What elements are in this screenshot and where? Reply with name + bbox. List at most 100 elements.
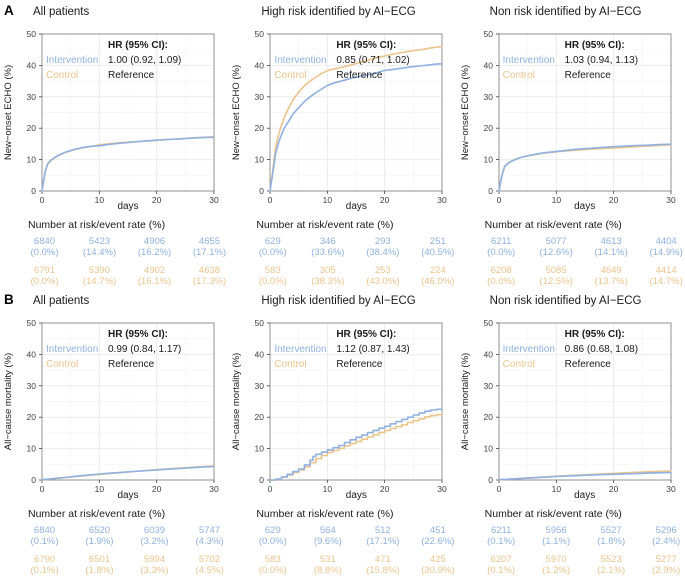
risk-cell-intervention: 451 (22.6%) [410,525,465,547]
y-tick-label: 20 [27,412,37,422]
x-tick-label: 0 [496,195,501,204]
chart-area: 0 10 20 30 40 50 0 10 20 30 All−cause mortality (%… [457,315,685,506]
risk-event-rate: (15.8%) [366,565,400,576]
risk-cell-control: 6790 (0.1%) [17,554,72,576]
hr-title: HR (95% CI): [336,40,397,51]
risk-cell-intervention: 5423 (14.4%) [72,236,127,258]
risk-event-rate: (14.7%) [649,276,683,287]
risk-event-rate: (1.9%) [85,536,114,547]
risk-event-rate: (1.8%) [597,536,626,547]
y-tick-label: 30 [255,381,265,391]
risk-cell-control: 583 (0.0%) [245,265,300,287]
risk-count: 5527 [600,525,622,536]
risk-cell-intervention: 6520 (1.9%) [72,525,127,547]
x-tick-label: 0 [496,484,501,493]
plot-border [41,322,215,481]
panel-title: High risk identified by AI−ECG [261,6,416,18]
risk-count: 5085 [545,265,567,276]
risk-event-rate: (9.6%) [313,536,342,547]
risk-cell-intervention: 4613 (14.1%) [584,236,639,258]
risk-section: Number at risk/event rate (%) 629 (0.0%) 5… [228,508,456,576]
risk-table: 629 (0.0%) 564 (9.6%) 512 (17.1%) 451 (22.6%) 58… [245,525,456,576]
risk-count: 305 [319,265,336,276]
risk-table: 6211 (0.1%) 5956 (1.1%) 5527 (1.8%) 5296 (2.4%)… [474,525,685,576]
x-tick-label: 10 [95,484,105,493]
hr-reference: Reference [336,359,383,370]
series-line-intervention [41,136,215,192]
hr-title: HR (95% CI): [108,40,169,51]
panel-b-non-risk: Non risk identified by AI−ECG 0 10 20 30 40 5… [457,289,685,578]
x-tick-label: 0 [268,484,273,493]
risk-cell-control: 5970 (1.2%) [529,554,584,576]
risk-cell-intervention: 6039 (3.2%) [127,525,182,547]
x-tick-label: 20 [609,484,619,493]
y-tick-label: 10 [27,155,37,165]
legend-control-label: Control [274,70,307,81]
x-axis-label: days [574,490,596,501]
y-tick-label: 50 [255,318,265,328]
risk-count: 5747 [198,525,221,536]
risk-count: 5390 [88,265,111,276]
y-tick-label: 50 [483,318,493,328]
plot-border [498,33,672,192]
risk-table-header: Number at risk/event rate (%) [256,219,394,231]
hr-title: HR (95% CI): [564,329,625,340]
risk-cell-control: 5994 (3.3%) [127,554,182,576]
risk-event-rate: (0.0%) [487,247,516,258]
risk-count: 6840 [33,525,56,536]
hr-value: 0.99 (0.84, 1.17) [108,344,182,355]
risk-event-rate: (17.1%) [192,247,227,258]
risk-event-rate: (12.6%) [539,247,573,258]
y-tick-label: 10 [27,444,37,454]
survival-chart: 0 10 20 30 40 50 0 10 20 30 New−onset ECHO (%) [3,29,219,204]
risk-cell-intervention: 629 (0.0%) [245,236,300,258]
y-axis-label: All−cause mortality (%) [231,353,242,450]
risk-event-rate: (38.4%) [366,247,400,258]
risk-cell-control: 531 (8.8%) [300,554,355,576]
risk-event-rate: (17.3%) [192,276,227,287]
risk-count: 6211 [490,236,512,247]
plot-border [269,33,443,192]
risk-count: 6840 [33,236,56,247]
chart-area: 0 10 20 30 40 50 0 10 20 30 All−cause mortality (%… [228,315,456,506]
risk-event-rate: (38.3%) [311,276,345,287]
risk-cell-control: 6501 (1.8%) [72,554,127,576]
y-tick-label: 20 [483,412,493,422]
y-tick-label: 30 [483,92,493,102]
hr-value: 0.85 (0.71, 1.02) [336,55,410,66]
risk-event-rate: (40.5%) [421,247,455,258]
y-tick-label: 30 [27,92,37,102]
risk-count: 5296 [655,525,677,536]
y-axis-label: All−cause mortality (%) [460,353,471,450]
risk-count: 583 [264,265,281,276]
x-tick-label: 20 [380,195,390,204]
risk-cell-intervention: 6211 (0.0%) [474,236,529,258]
legend-intervention-label: Intervention [274,344,327,355]
hr-reference: Reference [108,70,155,81]
risk-event-rate: (14.4%) [82,247,117,258]
risk-table-header: Number at risk/event rate (%) [484,219,622,231]
risk-event-rate: (0.0%) [487,276,516,287]
series-line-intervention [269,408,444,481]
y-tick-label: 30 [255,92,265,102]
risk-cell-intervention: 251 (40.5%) [410,236,465,258]
risk-count: 6207 [490,554,512,565]
y-tick-label: 10 [483,155,493,165]
panel-title: All patients [33,6,90,18]
risk-cell-intervention: 346 (33.6%) [300,236,355,258]
risk-event-rate: (3.3%) [140,565,169,576]
risk-event-rate: (4.3%) [195,536,224,547]
panel-b-all-patients: B All patients 0 10 20 30 40 50 0 10 20 30 All−cau… [0,289,228,578]
hr-title: HR (95% CI): [336,329,397,340]
risk-count: 583 [264,554,281,565]
plot-border [269,322,443,481]
panel-title: High risk identified by AI−ECG [261,295,416,307]
y-axis-label: New−onset ECHO (%) [3,65,14,160]
risk-cell-intervention: 4906 (16.2%) [127,236,182,258]
legend-intervention-label: Intervention [46,344,99,355]
risk-count: 4655 [198,236,221,247]
risk-cell-control: 5277 (2.9%) [639,554,685,576]
chart-area: 0 10 20 30 40 50 0 10 20 30 New−onset ECHO (%) Int… [228,26,456,217]
x-tick-label: 30 [666,195,676,204]
risk-cell-intervention: 5747 (4.3%) [182,525,237,547]
